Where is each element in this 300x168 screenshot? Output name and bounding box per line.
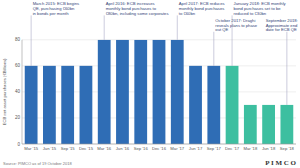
x-tick-label: Dec '17 xyxy=(225,146,240,151)
bar xyxy=(134,40,147,144)
x-axis: Mar '15 Jun '15 Sep '15Dec '15Mar '16 Jun '… xyxy=(24,146,294,151)
x-tick-label: Dec '16 xyxy=(152,146,167,151)
annotation-line: in bonds per month xyxy=(33,11,70,16)
leader-line xyxy=(31,15,32,65)
bar xyxy=(98,40,111,144)
bar xyxy=(116,40,129,144)
annotation: January 2018: ECB monthlybond purchases … xyxy=(234,1,287,16)
x-tick-label: Jun '15 xyxy=(43,146,57,151)
x-axis-line xyxy=(22,144,296,145)
y-axis: 0 20 40 60 80 xyxy=(15,37,21,146)
bar xyxy=(244,105,257,144)
bar xyxy=(153,40,166,144)
bar xyxy=(171,40,184,144)
x-tick-label: Jun '16 xyxy=(116,146,130,151)
logo-text: P I M C O xyxy=(265,159,296,167)
x-tick-label: Jun '18 xyxy=(262,146,276,151)
bar xyxy=(80,66,93,144)
source-note: Source: PIMCO as of 19 October 2018 xyxy=(3,161,72,166)
annotation: April 2017: ECB reducesmonthly bond purc… xyxy=(179,1,225,16)
axes xyxy=(22,40,296,144)
y-tick-label: 40 xyxy=(15,89,21,94)
leader-line xyxy=(104,15,105,39)
x-tick-label: Sep '17 xyxy=(207,146,222,151)
bar xyxy=(61,66,74,144)
annotation: September 2018:Approximate enddate for E… xyxy=(266,18,298,33)
annotation-line: date for ECB QE xyxy=(266,27,297,32)
x-tick-label: Mar '17 xyxy=(170,146,185,151)
annotations: March 2015: ECB beginsQE, purchasing €60… xyxy=(31,1,298,105)
x-tick-label: Dec '15 xyxy=(79,146,94,151)
y-tick-label: 60 xyxy=(15,63,21,68)
leader-line xyxy=(213,32,214,66)
bar xyxy=(25,66,38,144)
grid xyxy=(22,40,296,144)
x-tick-label: Mar '15 xyxy=(24,146,39,151)
x-tick-label: Jun '17 xyxy=(189,146,203,151)
bars xyxy=(25,40,294,144)
x-tick-label: Sep '16 xyxy=(134,146,149,151)
y-tick-label: 0 xyxy=(17,142,20,147)
annotation-line: to €60bn xyxy=(179,11,196,16)
y-axis-line xyxy=(22,40,23,144)
leader-line xyxy=(177,15,178,39)
x-tick-label: Sep '18 xyxy=(280,146,295,151)
y-tick-label: 20 xyxy=(15,115,21,120)
annotation-line: reduced to €30bn xyxy=(234,11,267,16)
bar xyxy=(43,66,56,144)
x-tick-label: Mar '16 xyxy=(97,146,112,151)
bar xyxy=(189,66,202,144)
chart: 0 20 40 60 80 March 2015: ECB beginsQE, purch… xyxy=(0,0,300,168)
bar xyxy=(226,66,239,144)
y-axis-label: ECB net asset purchases (€Billions) xyxy=(2,58,7,125)
annotation-line: out QE xyxy=(215,27,228,32)
annotation: March 2015: ECB beginsQE, purchasing €60… xyxy=(33,1,80,16)
annotation: April 2016: ECB increasesmonthly bond pu… xyxy=(106,1,169,16)
chart-container: 0 20 40 60 80 March 2015: ECB beginsQE, purch… xyxy=(0,0,300,168)
leader-line xyxy=(232,15,233,65)
bar xyxy=(262,105,275,144)
annotation: October 2017: Draghireveals plans to pha… xyxy=(215,18,258,33)
leader-line xyxy=(286,32,287,105)
x-tick-label: Mar '18 xyxy=(243,146,258,151)
x-tick-label: Sep '15 xyxy=(61,146,76,151)
bar xyxy=(207,66,220,144)
y-tick-label: 80 xyxy=(15,37,21,42)
bar xyxy=(280,105,293,144)
annotation-line: €80bn, including some corporates xyxy=(106,11,169,16)
